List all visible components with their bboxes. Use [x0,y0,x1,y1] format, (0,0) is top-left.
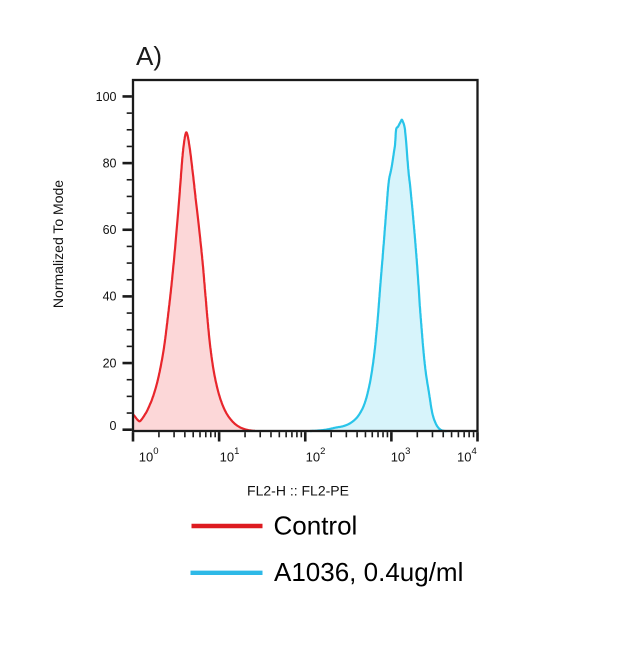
svg-text:0: 0 [110,419,117,433]
svg-text:Control: Control [274,511,358,541]
svg-text:Normalized To Mode: Normalized To Mode [50,180,66,308]
svg-text:80: 80 [103,156,117,170]
svg-text:60: 60 [103,223,117,237]
svg-text:40: 40 [103,290,117,304]
svg-text:A): A) [136,41,162,71]
svg-text:100: 100 [96,90,117,104]
svg-text:A1036, 0.4ug/ml: A1036, 0.4ug/ml [274,557,463,587]
svg-text:20: 20 [103,356,117,370]
svg-text:FL2-H :: FL2-PE: FL2-H :: FL2-PE [247,483,349,499]
